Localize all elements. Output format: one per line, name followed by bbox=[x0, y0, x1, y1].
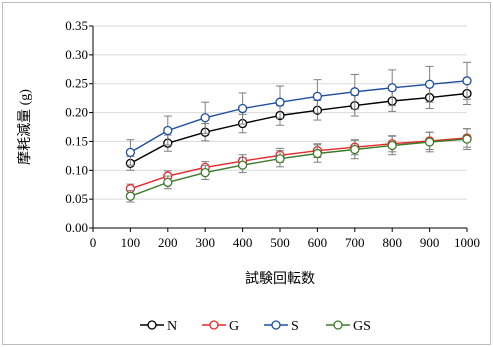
x-tick-label: 400 bbox=[233, 235, 253, 250]
data-point bbox=[237, 103, 248, 114]
data-point bbox=[275, 97, 285, 107]
legend-label: GS bbox=[353, 319, 371, 334]
y-tick-labels: 0.00 0.05 0.10 0.15 0.20 0.25 0.30 0.35 bbox=[65, 18, 88, 235]
data-point bbox=[312, 91, 323, 102]
legend-marker bbox=[209, 320, 219, 330]
series-s bbox=[125, 61, 472, 166]
series-group bbox=[125, 61, 472, 203]
legend-item-gs: GS bbox=[326, 319, 371, 334]
axes bbox=[89, 25, 468, 232]
y-axis-title: 摩耗減量 (g) bbox=[16, 89, 33, 165]
y-tick-label: 0.15 bbox=[65, 133, 88, 148]
data-point bbox=[163, 177, 173, 188]
data-point bbox=[462, 76, 472, 86]
data-point bbox=[125, 147, 136, 158]
y-tick-label: 0.05 bbox=[65, 191, 88, 206]
series-g bbox=[125, 128, 472, 194]
x-tick-label: 700 bbox=[345, 235, 365, 250]
data-point bbox=[163, 125, 173, 136]
data-point bbox=[387, 140, 397, 151]
legend: N G S GS bbox=[140, 319, 371, 334]
y-tick-label: 0.00 bbox=[65, 220, 88, 235]
data-point bbox=[237, 160, 248, 170]
legend-label: G bbox=[229, 319, 239, 334]
y-tick-label: 0.30 bbox=[65, 47, 88, 62]
data-point bbox=[424, 137, 435, 147]
legend-marker bbox=[333, 320, 343, 330]
series-gs bbox=[125, 128, 472, 203]
legend-marker bbox=[147, 320, 157, 330]
y-tick-label: 0.25 bbox=[65, 76, 88, 91]
legend-item-s: S bbox=[264, 319, 299, 334]
series-line bbox=[130, 80, 468, 154]
data-point bbox=[125, 191, 136, 201]
legend-label: S bbox=[291, 319, 299, 334]
x-tick-label: 200 bbox=[158, 235, 178, 250]
legend-marker bbox=[271, 320, 281, 330]
y-tick-label: 0.10 bbox=[65, 162, 88, 177]
legend-item-n: N bbox=[140, 319, 177, 334]
data-point bbox=[275, 154, 285, 164]
data-point bbox=[350, 87, 360, 97]
x-tick-label: 300 bbox=[195, 235, 215, 250]
series-line bbox=[130, 137, 468, 190]
legend-label: N bbox=[167, 319, 177, 334]
x-tick-label: 100 bbox=[121, 235, 141, 250]
x-axis-title: 試験回転数 bbox=[245, 271, 315, 287]
data-point bbox=[462, 134, 472, 144]
data-point bbox=[387, 83, 397, 93]
data-point bbox=[350, 144, 360, 155]
y-tick-label: 0.35 bbox=[65, 18, 88, 33]
y-tick-label: 0.20 bbox=[65, 105, 88, 120]
x-tick-label: 500 bbox=[270, 235, 290, 250]
data-point bbox=[312, 148, 323, 159]
x-tick-labels: 0 100 200 300 400 500 600 700 800 900 1000 bbox=[90, 235, 480, 250]
x-tick-label: 0 bbox=[90, 235, 97, 250]
x-tick-label: 600 bbox=[308, 235, 328, 250]
data-point bbox=[424, 79, 435, 89]
legend-item-g: G bbox=[202, 319, 239, 334]
data-point bbox=[200, 167, 210, 178]
x-tick-label: 1000 bbox=[454, 235, 480, 250]
x-tick-label: 800 bbox=[382, 235, 402, 250]
data-point bbox=[200, 113, 210, 123]
x-tick-label: 900 bbox=[420, 235, 440, 250]
gridlines bbox=[93, 25, 467, 200]
series-line bbox=[130, 92, 468, 165]
series-line bbox=[130, 138, 468, 197]
